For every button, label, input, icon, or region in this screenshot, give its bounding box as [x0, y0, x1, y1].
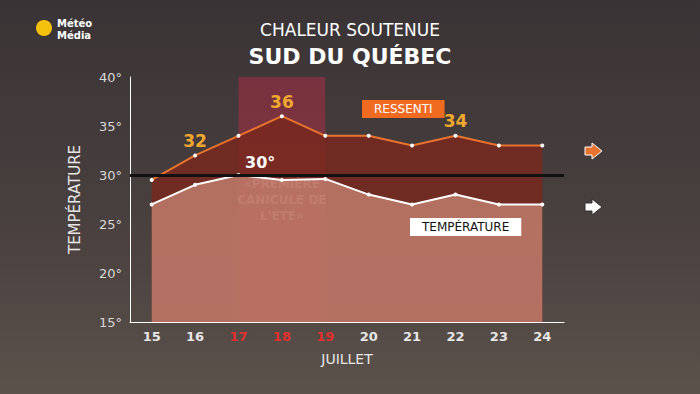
svg-text:36: 36 [270, 92, 294, 112]
svg-text:32: 32 [183, 131, 207, 151]
svg-text:16: 16 [186, 329, 204, 344]
svg-text:TEMPÉRATURE: TEMPÉRATURE [65, 145, 84, 255]
svg-text:40°: 40° [99, 70, 122, 85]
svg-text:21: 21 [403, 329, 421, 344]
svg-text:Média: Média [57, 30, 91, 41]
svg-text:20°: 20° [99, 266, 122, 281]
svg-text:34: 34 [444, 111, 468, 131]
svg-text:22: 22 [446, 329, 464, 344]
svg-text:15°: 15° [99, 315, 122, 330]
svg-text:30°: 30° [99, 168, 122, 183]
svg-text:CHALEUR SOUTENUE: CHALEUR SOUTENUE [260, 20, 440, 40]
svg-text:JUILLET: JUILLET [320, 351, 373, 367]
svg-text:Météo: Météo [57, 18, 92, 29]
svg-text:25°: 25° [99, 217, 122, 232]
svg-text:30°: 30° [245, 153, 275, 172]
svg-text:15: 15 [143, 329, 161, 344]
svg-text:23: 23 [490, 329, 508, 344]
svg-text:SUD DU QUÉBEC: SUD DU QUÉBEC [249, 44, 452, 69]
svg-text:35°: 35° [99, 119, 122, 134]
svg-text:24: 24 [533, 329, 551, 344]
svg-text:20: 20 [360, 329, 378, 344]
svg-text:TEMPÉRATURE: TEMPÉRATURE [421, 219, 509, 234]
svg-text:19: 19 [316, 329, 334, 344]
svg-text:RESSENTI: RESSENTI [374, 102, 433, 116]
svg-text:17: 17 [229, 329, 247, 344]
svg-text:18: 18 [273, 329, 291, 344]
